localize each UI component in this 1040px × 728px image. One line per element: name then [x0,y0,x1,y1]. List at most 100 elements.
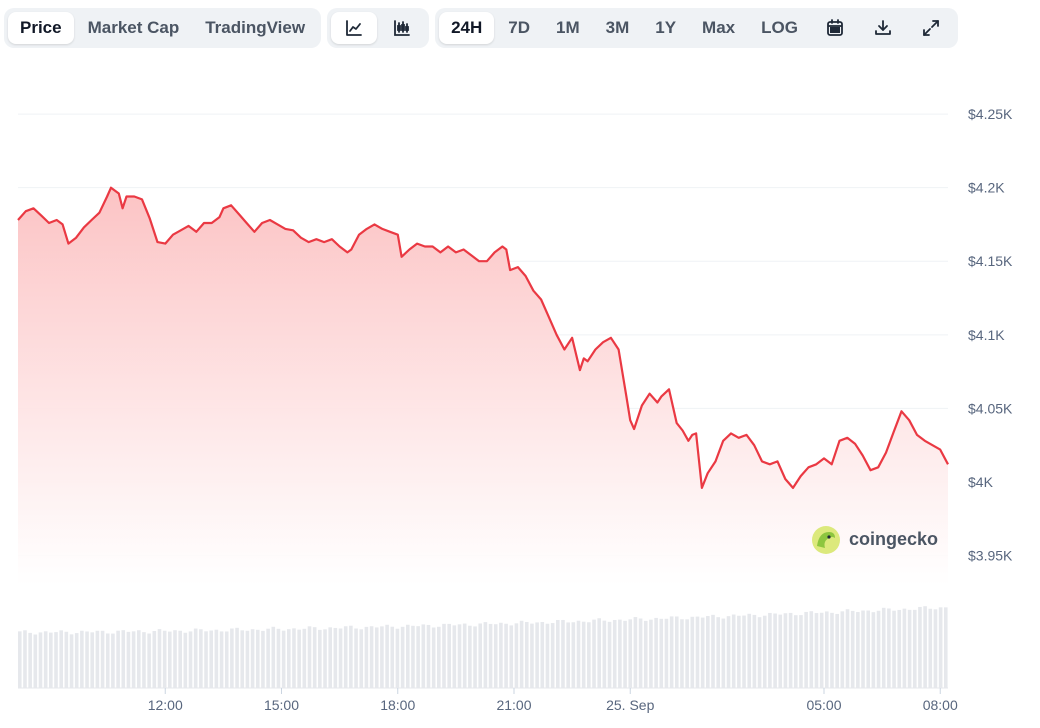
volume-bar [871,612,876,688]
volume-bar [566,622,570,688]
line-chart-icon[interactable] [331,12,378,44]
volume-bar [892,610,896,688]
view-tab-group: Price Market Cap TradingView [4,8,322,48]
volume-bar [799,615,803,688]
volume-bar [136,630,141,688]
calendar-icon[interactable] [812,12,858,44]
volume-bar [695,616,700,688]
volume-bar [147,633,151,688]
volume-bar [374,627,379,688]
volume-bar [152,631,157,688]
volume-bars [18,606,948,688]
volume-bar [33,634,38,688]
volume-bar [173,630,177,688]
volume-bar [390,626,395,688]
volume-bar [188,631,193,688]
volume-bar [633,617,638,688]
volume-bar [944,607,948,688]
fullscreen-icon[interactable] [908,12,954,44]
volume-bar [742,615,746,688]
volume-bar [814,613,819,688]
volume-bar [768,612,772,688]
volume-bar [126,631,131,688]
range-7d[interactable]: 7D [508,18,530,37]
volume-bar [219,631,224,688]
volume-bar [261,630,265,688]
volume-bar [400,626,405,688]
volume-bar [354,628,358,688]
volume-bar [111,633,115,688]
volume-bar [473,626,477,688]
volume-bar [876,610,881,688]
volume-bar [385,624,389,688]
x-tick-label: 15:00 [264,697,299,713]
tab-market-cap[interactable]: Market Cap [87,18,180,37]
volume-bar [499,622,503,688]
volume-bar [793,615,798,688]
y-tick-label: $4.2K [968,180,1005,196]
volume-bar [524,622,529,688]
volume-bar [488,623,493,688]
volume-bar [343,626,348,688]
tab-tradingview[interactable]: TradingView [205,18,306,37]
volume-bar [483,622,488,688]
volume-bar [421,624,426,688]
volume-bar [788,612,793,688]
volume-bar [649,619,653,688]
volume-bar [576,620,581,688]
price-chart: $3.95K $4K $4.05K $4.1K $4.15K $4.2K $4.25K 12… [17,106,1013,713]
y-tick-label: $4K [968,474,994,490]
coingecko-watermark: coingecko [812,526,938,554]
candlestick-chart-icon[interactable] [379,12,425,44]
volume-bar [612,620,617,688]
volume-bar [245,630,250,688]
log-scale-toggle[interactable]: LOG [761,18,798,37]
volume-bar [928,608,933,688]
range-3m[interactable]: 3M [605,18,630,37]
volume-bar [116,630,120,688]
volume-bar [333,627,338,688]
price-area [18,187,948,585]
volume-bar [364,626,369,688]
volume-bar [214,629,219,688]
volume-bar [359,629,364,688]
volume-bar [659,618,664,688]
volume-bar [64,631,69,688]
volume-bar [897,609,902,688]
volume-bar [411,625,415,688]
volume-bar [338,628,343,688]
chart-toolbar: Price Market Cap TradingView 24H 7D 1M 3… [4,8,958,56]
volume-bar [581,621,586,688]
volume-bar [535,622,539,688]
volume-bar [618,619,622,688]
volume-bar [638,618,643,688]
range-1y[interactable]: 1Y [655,18,677,37]
volume-bar [287,629,291,688]
volume-bar [607,621,612,688]
volume-bar [933,609,938,688]
watermark-text: coingecko [849,529,938,549]
tab-price[interactable]: Price [8,12,74,44]
range-1m[interactable]: 1M [555,18,580,37]
volume-bar [840,611,845,688]
volume-bar [468,625,472,688]
volume-bar [907,609,912,688]
volume-bar [856,612,860,688]
volume-bar [592,619,596,688]
range-24h[interactable]: 24H [439,12,495,44]
range-max[interactable]: Max [702,18,736,37]
volume-bar [43,631,48,688]
volume-bar [28,632,32,688]
volume-bar [276,628,281,688]
volume-bar [700,617,705,688]
volume-bar [193,628,198,688]
volume-bar [395,628,400,688]
volume-bar [643,620,648,688]
volume-bar [426,624,431,688]
volume-bar [866,610,871,688]
download-icon[interactable] [860,12,906,44]
volume-bar [737,615,741,688]
volume-bar [923,606,927,688]
volume-bar [845,609,850,688]
volume-bar [312,627,317,688]
